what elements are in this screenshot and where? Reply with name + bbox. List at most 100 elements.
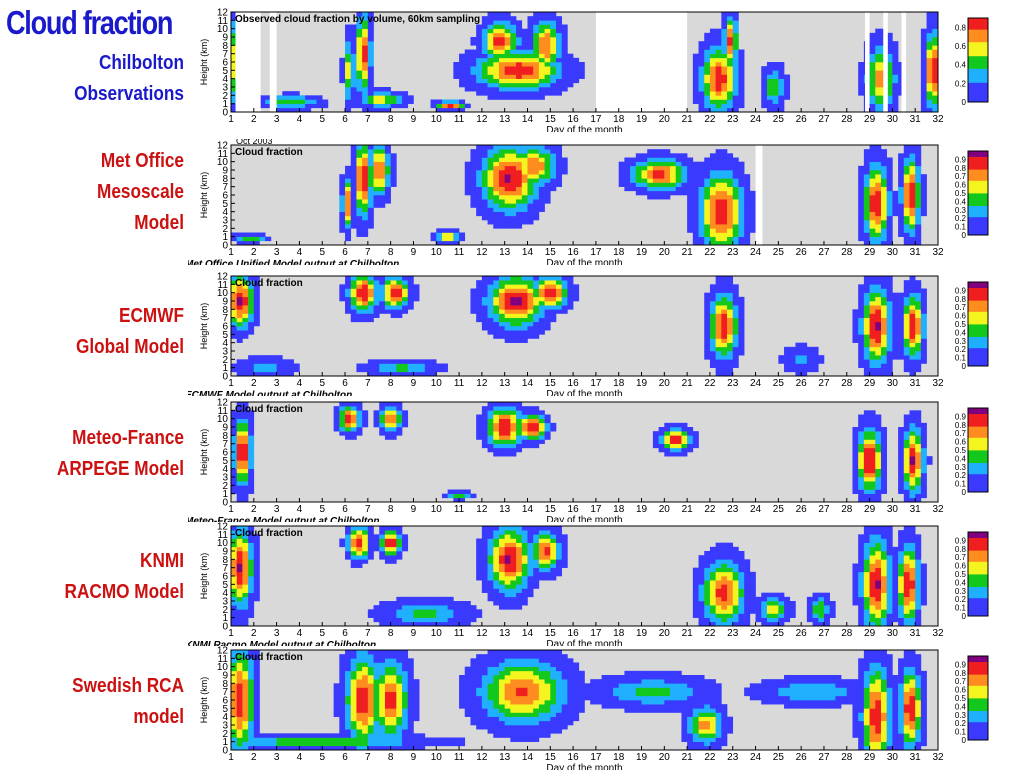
heatmap-cell (852, 481, 858, 485)
heatmap-cell (721, 216, 727, 220)
heatmap-cell (522, 280, 528, 284)
heatmap-cell (351, 162, 357, 166)
heatmap-cell (556, 41, 562, 45)
heatmap-cell (488, 534, 494, 538)
heatmap-cell (533, 37, 539, 41)
heatmap-cell (488, 174, 494, 178)
heatmap-cell (391, 174, 397, 178)
heatmap-cell (716, 347, 722, 351)
heatmap-cell (630, 183, 636, 187)
heatmap-cell (852, 318, 858, 322)
heatmap-cell (351, 54, 357, 58)
heatmap-cell (413, 597, 419, 601)
heatmap-cell (921, 187, 927, 191)
heatmap-cell (733, 305, 739, 309)
heatmap-cell (356, 203, 362, 207)
heatmap-cell (431, 609, 437, 613)
heatmap-cell (345, 419, 351, 423)
heatmap-cell (909, 187, 915, 191)
heatmap-cell (505, 334, 511, 338)
heatmap-cell (858, 203, 864, 207)
heatmap-cell (904, 212, 910, 216)
heatmap-cell (864, 305, 870, 309)
heatmap-cell (237, 614, 243, 618)
heatmap-cell (368, 174, 374, 178)
heatmap-cell (887, 301, 893, 305)
heatmap-cell (727, 212, 733, 216)
heatmap-cell (539, 58, 545, 62)
heatmap-cell (738, 100, 744, 104)
heatmap-cell (339, 297, 345, 301)
heatmap-cell (402, 364, 408, 368)
heatmap-cell (345, 224, 351, 228)
heatmap-cell (488, 66, 494, 70)
heatmap-cell (379, 605, 385, 609)
heatmap-cell (339, 415, 345, 419)
heatmap-cell (898, 444, 904, 448)
heatmap-cell (522, 87, 528, 91)
heatmap-cell (909, 326, 915, 330)
heatmap-cell (733, 33, 739, 37)
heatmap-cell (510, 423, 516, 427)
heatmap-cell (858, 216, 864, 220)
heatmap-cell (710, 309, 716, 313)
heatmap-cell (539, 564, 545, 568)
heatmap-cell (721, 41, 727, 45)
heatmap-cell (254, 559, 260, 563)
heatmap-cell (738, 314, 744, 318)
heatmap-cell (727, 233, 733, 237)
heatmap-cell (516, 87, 522, 91)
heatmap-cell (710, 203, 716, 207)
heatmap-cell (248, 233, 254, 237)
heatmap-cell (870, 469, 876, 473)
heatmap-cell (904, 452, 910, 456)
heatmap-cell (254, 564, 260, 568)
heatmap-cell (545, 568, 551, 572)
heatmap-cell (470, 75, 476, 79)
heatmap-cell (875, 297, 881, 301)
heatmap-cell (619, 174, 625, 178)
heatmap-cell (379, 191, 385, 195)
heatmap-cell (904, 166, 910, 170)
heatmap-cell (351, 183, 357, 187)
heatmap-cell (476, 431, 482, 435)
heatmap-cell (870, 351, 876, 355)
heatmap-cell (488, 178, 494, 182)
heatmap-cell (516, 543, 522, 547)
heatmap-cell (339, 174, 345, 178)
heatmap-cell (664, 423, 670, 427)
heatmap-cell (499, 322, 505, 326)
heatmap-cell (887, 216, 893, 220)
heatmap-cell (721, 149, 727, 153)
heatmap-cell (374, 183, 380, 187)
heatmap-cell (875, 444, 881, 448)
heatmap-cell (892, 208, 898, 212)
heatmap-cell (721, 166, 727, 170)
heatmap-cell (545, 547, 551, 551)
colorbar-tick-label: 0 (962, 362, 967, 371)
heatmap-cell (499, 12, 505, 16)
heatmap-cell (556, 183, 562, 187)
colorbar-tick-label: 0.6 (955, 181, 967, 190)
heatmap-cell (539, 162, 545, 166)
heatmap-cell (813, 359, 819, 363)
heatmap-cell (476, 170, 482, 174)
heatmap-cell (852, 448, 858, 452)
heatmap-cell (242, 589, 248, 593)
heatmap-cell (242, 494, 248, 498)
heatmap-cell (493, 448, 499, 452)
heatmap-cell (909, 351, 915, 355)
heatmap-cell (858, 481, 864, 485)
heatmap-cell (488, 543, 494, 547)
heatmap-cell (892, 79, 898, 83)
heatmap-cell (915, 364, 921, 368)
heatmap-cell (550, 289, 556, 293)
heatmap-cell (470, 153, 476, 157)
heatmap-cell (442, 368, 448, 372)
heatmap-cell (499, 605, 505, 609)
heatmap-cell (716, 343, 722, 347)
heatmap-cell (744, 208, 750, 212)
heatmap-cell (459, 54, 465, 58)
heatmap-cell (539, 41, 545, 45)
heatmap-cell (864, 415, 870, 419)
